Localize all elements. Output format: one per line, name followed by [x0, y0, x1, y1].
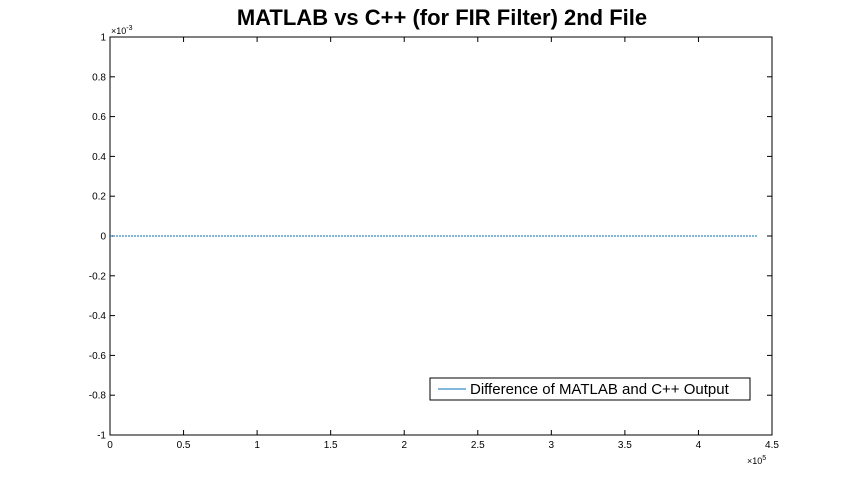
x-axis-exponent: ×105: [747, 455, 766, 466]
x-tick-label: 0.5: [177, 440, 191, 451]
y-tick-label: 0.2: [92, 192, 106, 203]
x-tick-label: 2.5: [471, 440, 485, 451]
y-tick-label: 0.6: [92, 112, 106, 123]
x-axis: 0 0.5 1 1.5 2 2.5 3 3.5 4 4.5: [107, 37, 779, 451]
x-tick-label: 4: [696, 440, 702, 451]
y-tick-label: -1: [97, 431, 106, 442]
chart-title: MATLAB vs C++ (for FIR Filter) 2nd File: [237, 5, 647, 30]
x-tick-label: 3: [549, 440, 555, 451]
y-tick-label: -0.2: [89, 271, 107, 282]
legend: Difference of MATLAB and C++ Output: [429, 377, 751, 401]
y-tick-label: 1: [100, 33, 106, 44]
y-tick-label: 0: [100, 232, 106, 243]
x-tick-label: 3.5: [618, 440, 632, 451]
x-tick-label: 2: [401, 440, 407, 451]
y-tick-label: 0.8: [92, 72, 106, 83]
legend-box: [429, 377, 751, 401]
y-axis: -1 -0.8 -0.6 -0.4 -0.2 0 0.2 0.4 0.6 0.8 1: [89, 33, 772, 442]
y-axis-exponent: ×10-3: [111, 25, 133, 36]
y-tick-label: -0.6: [89, 351, 107, 362]
legend-label: Difference of MATLAB and C++ Output: [470, 381, 730, 398]
x-tick-label: 4.5: [765, 440, 779, 451]
y-exponent-base: ×10: [111, 26, 126, 36]
y-exponent-power: -3: [126, 25, 132, 32]
x-tick-label: 1.5: [324, 440, 338, 451]
y-tick-label: -0.8: [89, 391, 107, 402]
x-exponent-power: 5: [762, 455, 766, 462]
x-exponent-base: ×10: [747, 456, 762, 466]
y-tick-label: -0.4: [89, 311, 107, 322]
x-tick-label: 1: [254, 440, 260, 451]
y-tick-label: 0.4: [92, 152, 106, 163]
x-tick-label: 0: [107, 440, 113, 451]
